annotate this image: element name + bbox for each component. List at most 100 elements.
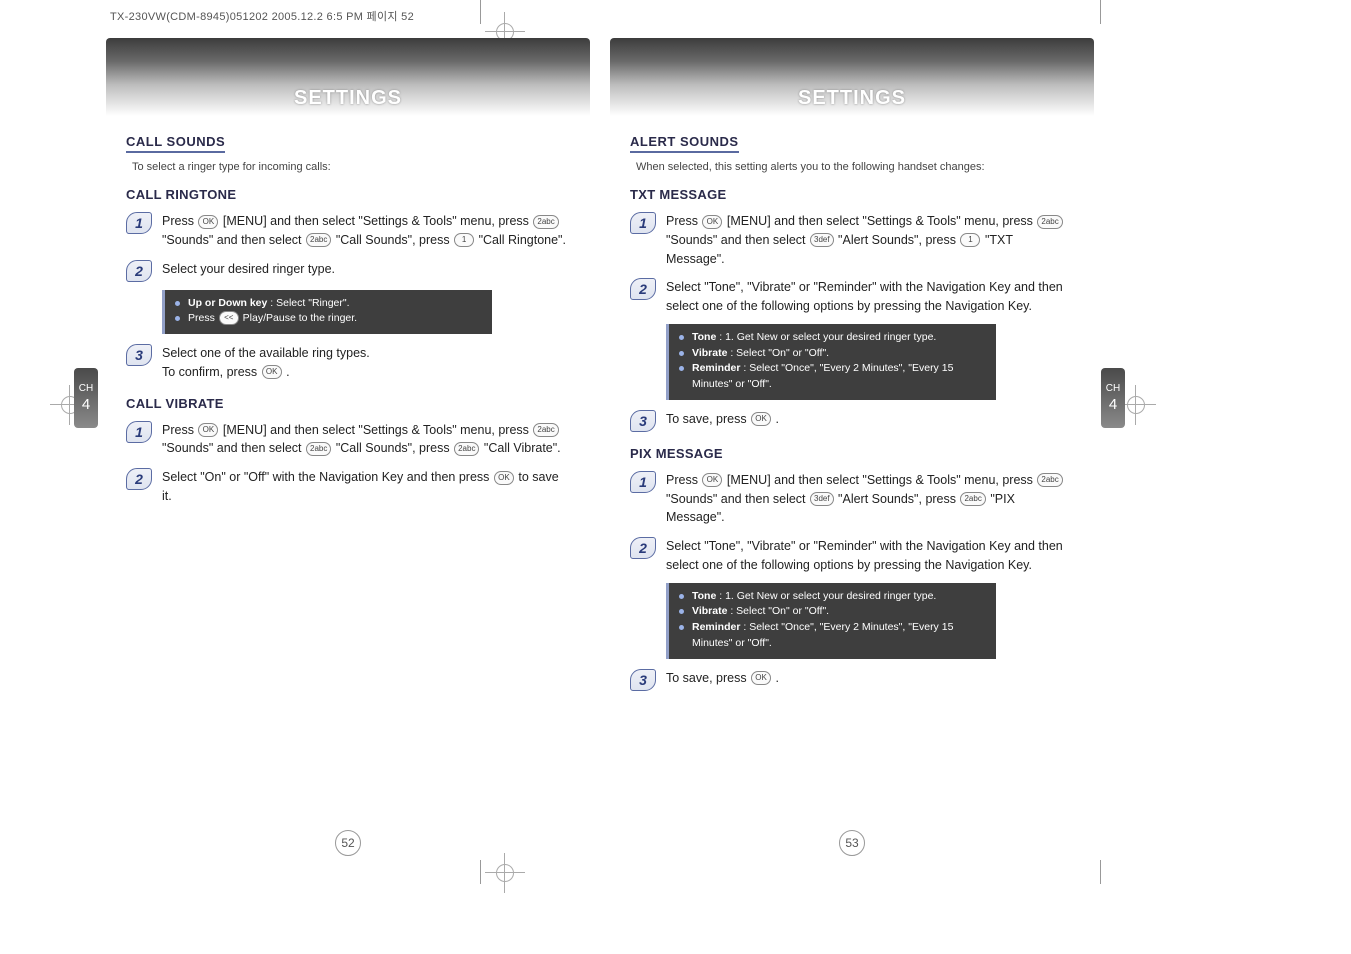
step: 1 Press OK [MENU] and then select "Settin… [630,471,1074,527]
step-text: To save, press OK . [666,669,779,688]
step-number: 1 [126,212,152,234]
subsection-heading: CALL VIBRATE [126,396,570,411]
note-row: Tone : 1. Get New or select your desired… [679,330,986,346]
key-icon: 2abc [960,492,985,506]
note-row: Vibrate : Select "On" or "Off". [679,346,986,362]
subsection-heading: TXT MESSAGE [630,187,1074,202]
step-text: Select "Tone", "Vibrate" or "Reminder" w… [666,537,1074,575]
page-left: SETTINGS CALL SOUNDSTo select a ringer t… [96,28,600,860]
step-number: 2 [630,278,656,300]
key-icon: 2abc [1037,473,1062,487]
note-row: Up or Down key : Select "Ringer". [175,296,482,312]
step-number: 3 [630,669,656,691]
crop-mark [1100,860,1101,884]
page-title: SETTINGS [610,87,1094,110]
step: 1Press OK [MENU] and then select "Settin… [126,212,570,250]
key-icon: 2abc [306,233,331,247]
note-box: Up or Down key : Select "Ringer".Press <… [162,290,492,335]
page-header-gradient: SETTINGS [610,38,1094,116]
step: 1Press OK [MENU] and then select "Settin… [630,212,1074,268]
key-icon: OK [751,412,771,426]
step-number: 3 [630,410,656,432]
key-icon: 2abc [1037,215,1062,229]
chapter-number: 4 [82,397,90,414]
chapter-label: CH [79,383,93,394]
bullet-icon [679,366,684,371]
step-text: Select "Tone", "Vibrate" or "Reminder" w… [666,278,1074,316]
bullet-icon [175,301,180,306]
note-row: Vibrate : Select "On" or "Off". [679,604,986,620]
chapter-number: 4 [1109,397,1117,414]
step-text: Press OK [MENU] and then select "Setting… [162,212,570,250]
step: 3 To save, press OK . [630,410,1074,432]
step-text: Select "On" or "Off" with the Navigation… [162,468,570,506]
key-icon: OK [494,471,514,485]
step-number: 2 [126,468,152,490]
page-title: SETTINGS [106,87,590,110]
step: 3 Select one of the available ring types.… [126,344,570,382]
key-icon: OK [702,473,722,487]
step-number: 1 [630,471,656,493]
bullet-icon [679,335,684,340]
key-icon: 2abc [454,442,479,456]
note-row: Reminder : Select "Once", "Every 2 Minut… [679,361,986,393]
step: 2 Select your desired ringer type. [126,260,570,282]
step: 2 Select "Tone", "Vibrate" or "Reminder" … [630,278,1074,316]
key-icon: 1 [960,233,980,247]
key-icon: 2abc [533,215,558,229]
bullet-icon [679,625,684,630]
note-box: Tone : 1. Get New or select your desired… [666,324,996,400]
page-number: 53 [839,830,865,856]
bullet-icon [679,351,684,356]
bullet-icon [679,609,684,614]
step-text: Press OK [MENU] and then select "Setting… [666,471,1074,527]
bullet-icon [679,594,684,599]
step-number: 2 [126,260,152,282]
note-box: Tone : 1. Get New or select your desired… [666,583,996,659]
note-text: Reminder : Select "Once", "Every 2 Minut… [692,361,986,393]
section-heading: ALERT SOUNDS [630,134,739,153]
chapter-tab-left: CH 4 [74,368,98,428]
page-number: 52 [335,830,361,856]
key-icon: OK [198,215,218,229]
page-header-gradient: SETTINGS [106,38,590,116]
crop-mark [480,860,481,884]
note-row: Tone : 1. Get New or select your desired… [679,589,986,605]
step-text: Press OK [MENU] and then select "Setting… [162,421,570,459]
step: 1 Press OK [MENU] and then select "Settin… [126,421,570,459]
note-row: Reminder : Select "Once", "Every 2 Minut… [679,620,986,652]
step-number: 3 [126,344,152,366]
crop-mark [1100,0,1101,24]
note-text: Tone : 1. Get New or select your desired… [692,589,936,605]
key-icon: OK [702,215,722,229]
step: 2 Select "On" or "Off" with the Navigatio… [126,468,570,506]
chapter-label: CH [1106,383,1120,394]
doc-header-line: TX-230VW(CDM-8945)051202 2005.12.2 6:5 P… [110,8,414,24]
section-subtext: When selected, this setting alerts you t… [636,161,1074,173]
note-text: Reminder : Select "Once", "Every 2 Minut… [692,620,986,652]
step-number: 1 [630,212,656,234]
key-icon: 3def [810,233,834,247]
step-text: Select your desired ringer type. [162,260,335,279]
key-icon: 3def [810,492,834,506]
step-number: 2 [630,537,656,559]
note-text: Up or Down key : Select "Ringer". [188,296,350,312]
section-subtext: To select a ringer type for incoming cal… [132,161,570,173]
step-number: 1 [126,421,152,443]
step-text: To save, press OK . [666,410,779,429]
key-icon: OK [751,671,771,685]
subsection-heading: CALL RINGTONE [126,187,570,202]
subsection-heading: PIX MESSAGE [630,446,1074,461]
note-text: Press << Play/Pause to the ringer. [188,311,357,327]
note-text: Tone : 1. Get New or select your desired… [692,330,936,346]
key-icon: 2abc [306,442,331,456]
chapter-tab-right: CH 4 [1101,368,1125,428]
step-text: Select one of the available ring types.T… [162,344,370,382]
step: 3 To save, press OK . [630,669,1074,691]
page-spread: SETTINGS CALL SOUNDSTo select a ringer t… [96,28,1104,860]
note-text: Vibrate : Select "On" or "Off". [692,346,829,362]
key-icon: 1 [454,233,474,247]
key-icon: OK [198,423,218,437]
page-right: SETTINGS ALERT SOUNDS When selected, this… [600,28,1104,860]
crop-mark [480,0,481,24]
